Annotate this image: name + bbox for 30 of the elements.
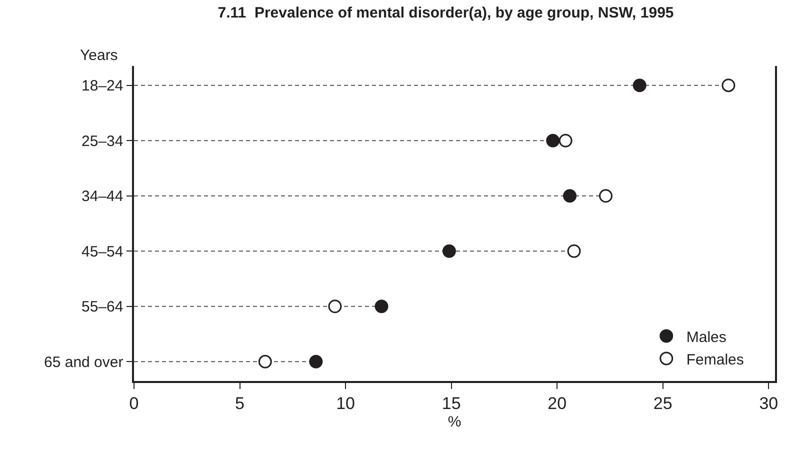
- point: [632, 78, 646, 92]
- point: [722, 78, 736, 92]
- x-tick-label: 10: [336, 394, 356, 414]
- point: [442, 244, 456, 258]
- y-tick-label: 55–64: [82, 298, 124, 316]
- point: [563, 189, 577, 203]
- point: [558, 134, 572, 148]
- chart-title: 7.11 Prevalence of mental disorder(a), by age group, NSW, 1995: [218, 4, 674, 22]
- y-axis-title: Years: [80, 47, 118, 64]
- y-tick-label: 34–44: [82, 188, 124, 206]
- x-tick-label: 5: [235, 394, 245, 414]
- point: [546, 134, 560, 148]
- y-tick-label: 18–24: [82, 78, 124, 95]
- y-tick-label: 25–34: [82, 132, 124, 150]
- point: [328, 300, 342, 314]
- x-axis-title: %: [448, 414, 462, 431]
- legend-label: Males: [686, 328, 726, 346]
- point: [599, 189, 613, 203]
- point: [374, 300, 388, 314]
- point: [258, 354, 272, 368]
- x-tick-label: 0: [129, 394, 139, 414]
- legend-label: Females: [686, 351, 744, 368]
- x-tick-label: 15: [442, 394, 461, 414]
- x-tick-label: 25: [653, 394, 672, 414]
- x-tick-label: 30: [759, 394, 778, 414]
- y-tick-label: 45–54: [82, 243, 124, 260]
- y-tick-label: 65 and over: [44, 354, 124, 371]
- point: [567, 244, 581, 258]
- x-tick-label: 20: [548, 394, 567, 414]
- point: [309, 354, 323, 368]
